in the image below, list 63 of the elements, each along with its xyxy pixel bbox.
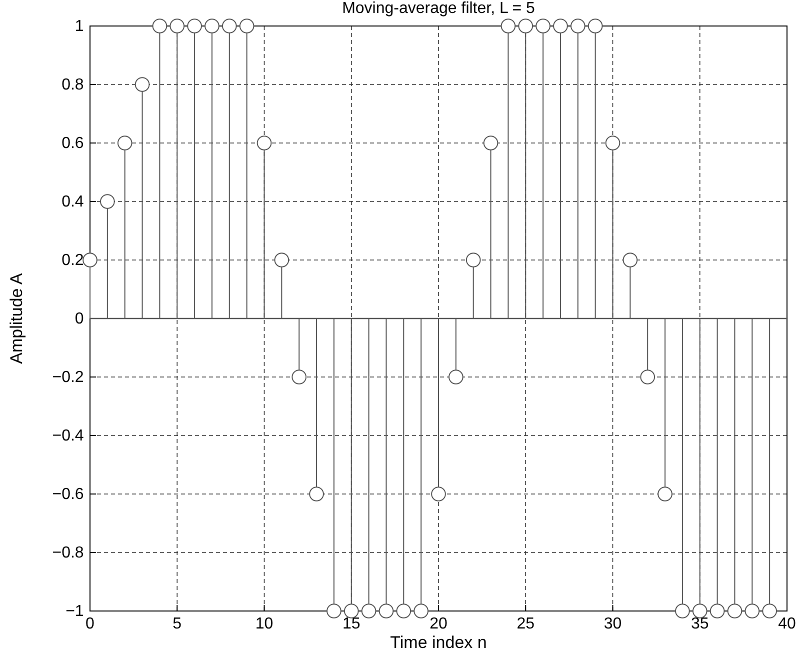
point bbox=[204, 18, 220, 34]
y-tick-label: 1 bbox=[74, 18, 84, 36]
x-axis-title: Time index n bbox=[390, 633, 487, 651]
point bbox=[100, 194, 115, 209]
y-tick-label: −0.4 bbox=[52, 428, 84, 445]
point bbox=[117, 136, 132, 150]
point bbox=[605, 136, 620, 150]
point bbox=[378, 604, 394, 618]
point bbox=[152, 18, 168, 34]
point bbox=[640, 370, 656, 384]
point bbox=[239, 18, 254, 34]
point bbox=[256, 136, 272, 150]
x-tick-label: 35 bbox=[690, 615, 709, 632]
point bbox=[570, 18, 586, 34]
y-axis-title: Amplitude A bbox=[7, 272, 26, 364]
point bbox=[658, 486, 672, 502]
point bbox=[414, 604, 428, 618]
point bbox=[710, 604, 725, 618]
point bbox=[692, 604, 708, 618]
chart-title: Moving-average filter, L = 5 bbox=[342, 0, 536, 17]
point bbox=[431, 486, 446, 502]
point bbox=[309, 486, 324, 502]
point bbox=[588, 18, 603, 34]
y-tick-label: 0.2 bbox=[62, 252, 84, 270]
point bbox=[448, 370, 464, 384]
y-tick-label: −1 bbox=[66, 603, 84, 620]
point bbox=[396, 604, 412, 618]
x-tick-label: 10 bbox=[255, 615, 274, 632]
point bbox=[361, 604, 376, 618]
x-tick-label: 25 bbox=[516, 615, 535, 632]
x-tick-label: 0 bbox=[86, 615, 95, 632]
point bbox=[536, 18, 550, 34]
y-tick-label: 0.8 bbox=[62, 76, 84, 94]
point bbox=[466, 252, 481, 268]
point bbox=[170, 18, 185, 34]
x-tick-label: 40 bbox=[778, 615, 796, 632]
point bbox=[187, 18, 202, 34]
point bbox=[344, 604, 359, 618]
point bbox=[518, 18, 534, 34]
point bbox=[500, 18, 516, 34]
point bbox=[222, 18, 237, 34]
point bbox=[292, 370, 307, 384]
point bbox=[326, 604, 342, 618]
point bbox=[483, 136, 498, 150]
point bbox=[82, 252, 98, 268]
point bbox=[744, 604, 760, 618]
point bbox=[274, 252, 290, 268]
x-tick-label: 20 bbox=[430, 615, 448, 632]
y-tick-label: 0.4 bbox=[62, 194, 84, 211]
y-tick-label: −0.2 bbox=[52, 369, 84, 386]
point bbox=[622, 252, 638, 268]
x-tick-label: 30 bbox=[604, 615, 622, 632]
y-tick-label: 0 bbox=[74, 310, 84, 328]
point bbox=[727, 604, 742, 618]
y-tick-label: −0.8 bbox=[52, 544, 84, 562]
x-tick-label: 15 bbox=[342, 615, 360, 632]
point bbox=[762, 604, 777, 618]
y-tick-label: 0.6 bbox=[62, 135, 84, 152]
point bbox=[134, 77, 150, 92]
y-tick-label: −0.6 bbox=[52, 486, 84, 504]
point bbox=[553, 18, 568, 34]
point bbox=[675, 604, 690, 618]
x-tick-label: 5 bbox=[172, 615, 182, 632]
